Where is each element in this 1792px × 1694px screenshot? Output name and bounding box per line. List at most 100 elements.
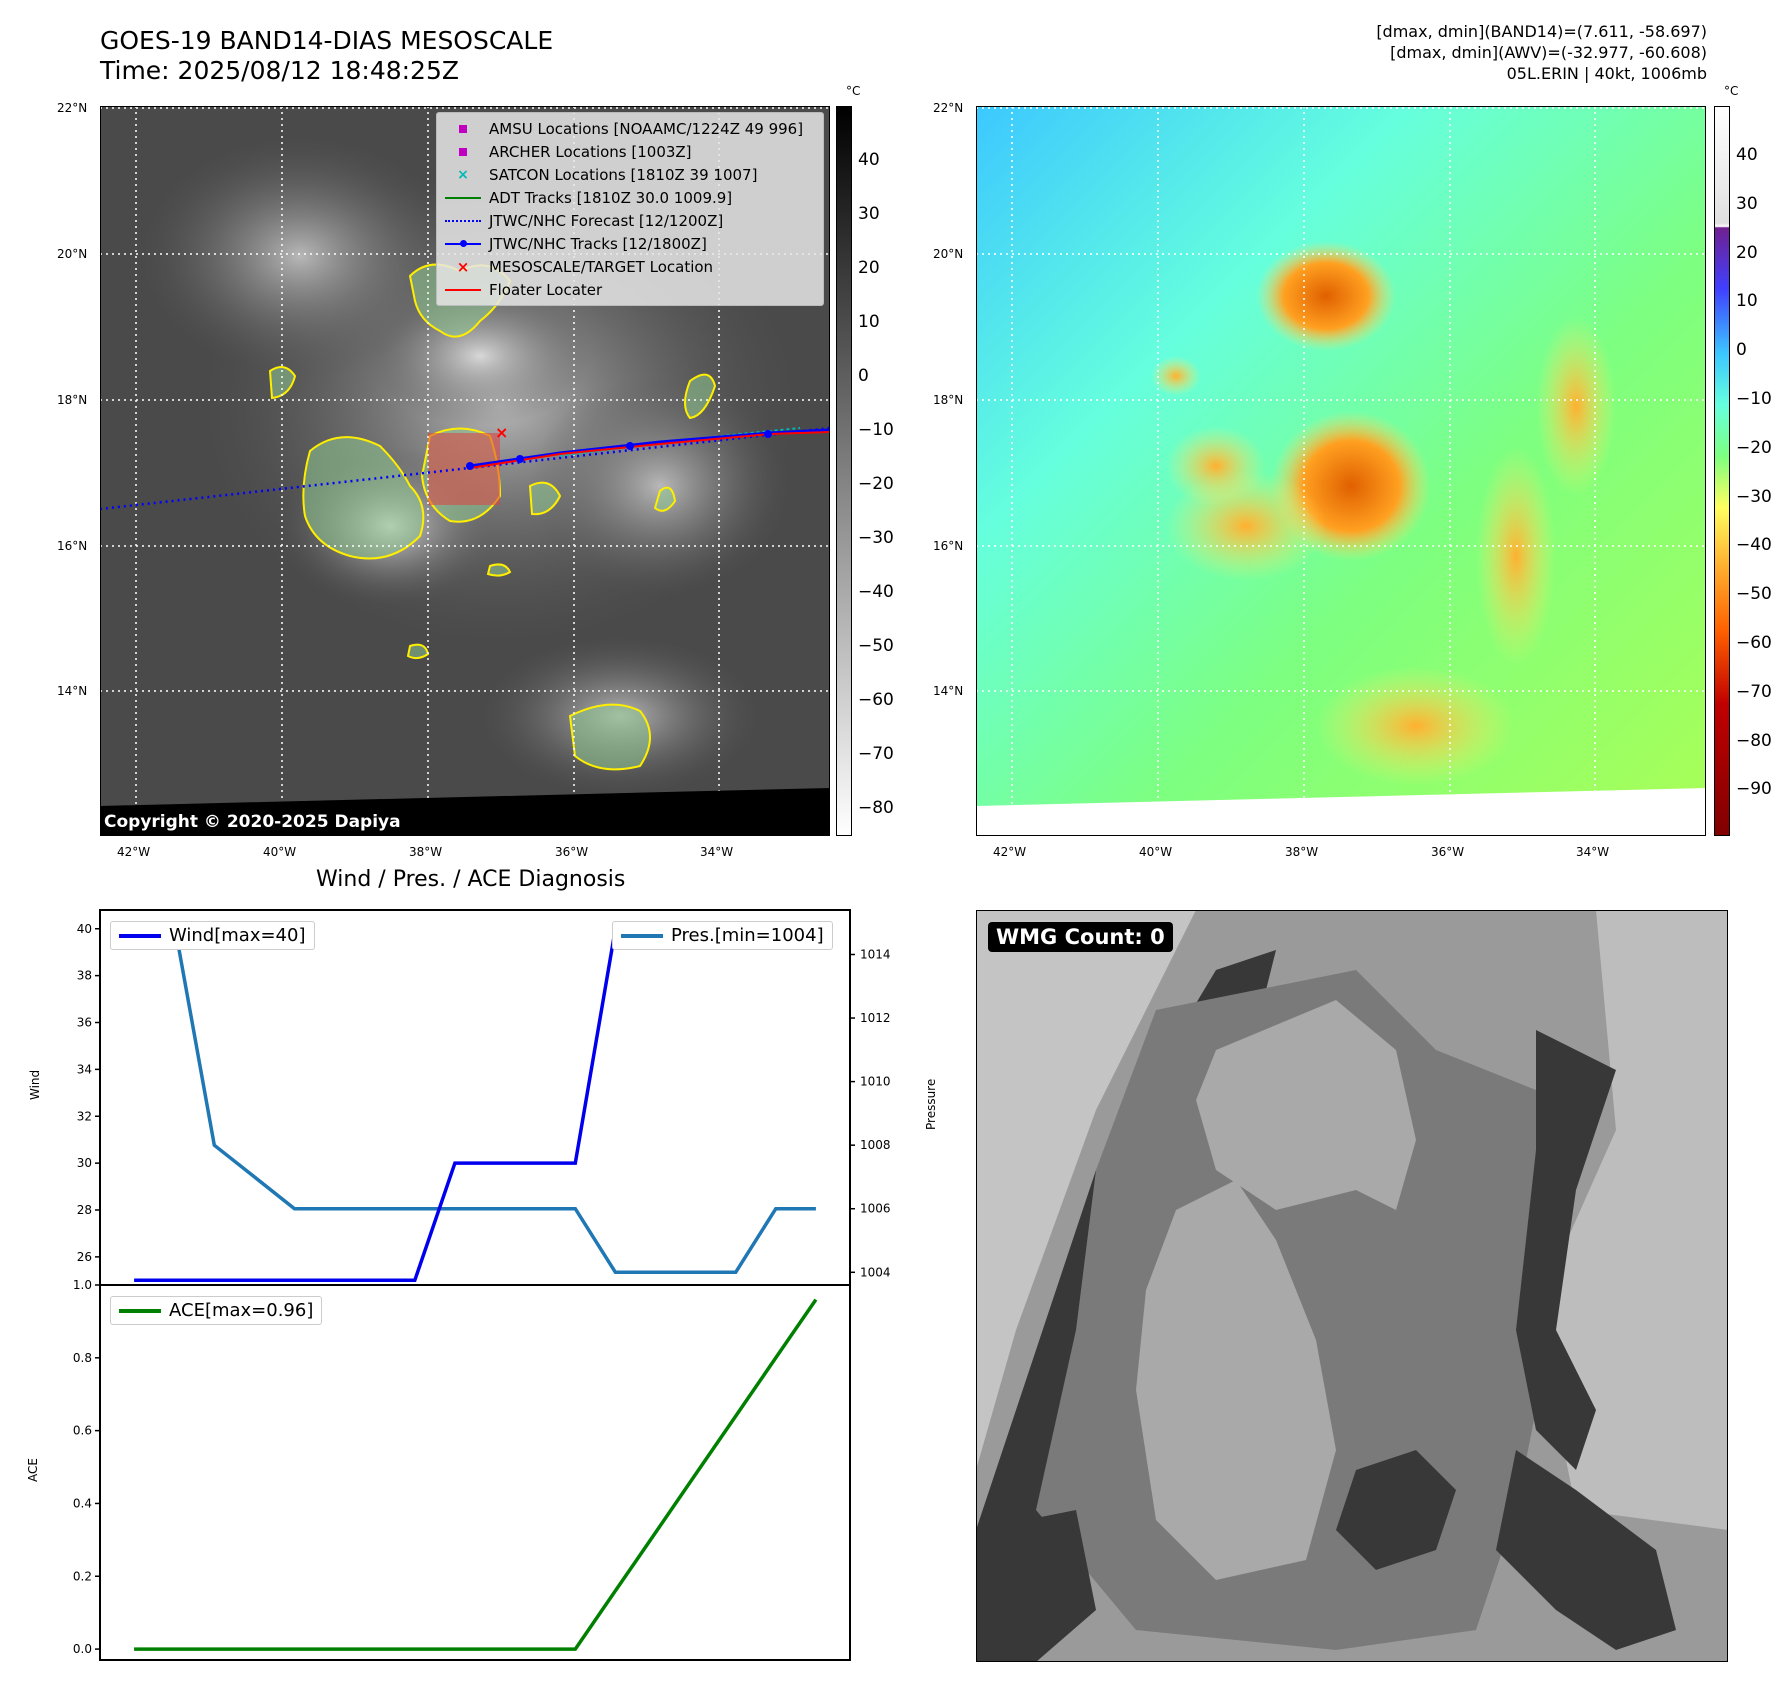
colorbar-tick-label: −80 (858, 798, 894, 818)
legend-forecast: JTWC/NHC Forecast [12/1200Z] (443, 209, 817, 232)
axis-tick-label: 1006 (860, 1202, 891, 1216)
colorbar-tick-label: −80 (1736, 730, 1772, 751)
legend-tracks: JTWC/NHC Tracks [12/1800Z] (443, 232, 817, 255)
colorbar-tick-label: −10 (858, 420, 894, 440)
lat-label: 14°N (933, 684, 964, 698)
lon-label: 42°W (993, 845, 1027, 859)
colorbar-tick-label: 30 (858, 204, 880, 224)
figure-title: GOES-19 BAND14-DIAS MESOSCALE (100, 26, 554, 55)
legend-satcon: × SATCON Locations [1810Z 39 1007] (457, 165, 758, 184)
axis-tick-label: 30 (77, 1156, 92, 1170)
lon-label: 34°W (700, 845, 734, 859)
ace-axes (99, 1284, 851, 1661)
axis-tick-label: 1010 (860, 1075, 891, 1089)
colorbar-tick-label: −90 (1736, 779, 1772, 800)
pressure-series-line (134, 920, 816, 1275)
axis-tick-label: 0.8 (73, 1351, 92, 1365)
axis-tick-label: 1008 (860, 1138, 891, 1152)
axis-tick-label: 28 (77, 1203, 92, 1217)
figure-time: Time: 2025/08/12 18:48:25Z (100, 56, 459, 85)
colorbar-tick-label: 0 (858, 366, 869, 386)
axis-tick-label: 38 (77, 969, 92, 983)
lat-label: 14°N (57, 684, 88, 698)
ace-axis-label: ACE (26, 1458, 40, 1482)
lat-label: 16°N (57, 539, 88, 553)
lat-label: 20°N (933, 247, 964, 261)
wind-legend: Wind[max=40] (110, 921, 315, 950)
colorbar-tick-label: 20 (858, 258, 880, 278)
lat-label: 22°N (57, 101, 88, 115)
lon-label: 38°W (409, 845, 443, 859)
axis-tick-label: 1014 (860, 947, 891, 961)
lat-label: 16°N (933, 539, 964, 553)
info-awv: [dmax, dmin](AWV)=(-32.977, -60.608) (1390, 43, 1707, 62)
lon-label: 42°W (117, 845, 151, 859)
axis-tick-label: 1012 (860, 1011, 891, 1025)
colorbar-tick-label: −70 (1736, 681, 1772, 702)
pressure-legend: Pres.[min=1004] (612, 921, 833, 950)
axis-tick-label: 1.0 (73, 1278, 92, 1292)
copyright-label: Copyright © 2020-2025 Dapiya (100, 810, 405, 834)
awv-map-panel (976, 106, 1706, 836)
wind-pressure-axes (99, 909, 851, 1286)
colorbar-tick-label: −30 (858, 528, 894, 548)
lat-label: 20°N (57, 247, 88, 261)
lon-label: 36°W (1431, 845, 1465, 859)
lon-label: 38°W (1285, 845, 1319, 859)
colorbar-ir (836, 106, 852, 836)
wmg-panel (976, 910, 1728, 1662)
colorbar-tick-label: −20 (858, 474, 894, 494)
diagnosis-chart: 40 38 36 34 32 30 28 26 1014 1012 1010 1008 1006 100… (73, 909, 891, 1661)
diagnosis-title: Wind / Pres. / ACE Diagnosis (316, 867, 626, 892)
colorbar-tick-label: 40 (1736, 145, 1758, 165)
pressure-axis-label: Pressure (924, 1078, 938, 1130)
axis-tick-label: 0.4 (73, 1496, 92, 1510)
colorbar-tick-label: −40 (1736, 535, 1772, 556)
svg-text:×: × (495, 423, 508, 442)
info-band14: [dmax, dmin](BAND14)=(7.611, -58.697) (1376, 22, 1707, 41)
colorbar-awv (1714, 106, 1730, 836)
axis-tick-label: 40 (77, 922, 92, 936)
colorbar-tick-label: 0 (1736, 340, 1747, 361)
lon-label: 34°W (1576, 845, 1610, 859)
colorbar-tick-label: −40 (858, 582, 894, 602)
ace-series-line (134, 1298, 818, 1651)
lat-label: 18°N (933, 393, 964, 407)
lat-label: 18°N (57, 393, 88, 407)
axis-tick-label: 0.6 (73, 1424, 92, 1438)
wind-axis-label: Wind (28, 1069, 42, 1100)
colorbar-tick-label: −60 (1736, 633, 1772, 653)
lon-label: 40°W (263, 845, 297, 859)
axis-tick-label: 26 (77, 1250, 92, 1264)
axis-tick-label: 34 (77, 1062, 92, 1076)
colorbar-tick-label: 30 (1736, 193, 1758, 214)
axis-tick-label: 0.2 (73, 1569, 92, 1583)
legend-archer: ARCHER Locations [1003Z] (443, 140, 817, 163)
axis-tick-label: 0.0 (73, 1642, 92, 1656)
colorbar-tick-label: −70 (858, 744, 894, 764)
axis-tick-label: 36 (77, 1016, 92, 1030)
legend-target: × MESOSCALE/TARGET Location (456, 257, 714, 276)
lon-label: 40°W (1139, 845, 1173, 859)
colorbar-tick-label: −30 (1736, 486, 1772, 507)
axis-tick-label: 1004 (860, 1265, 891, 1279)
colorbar-tick-label: −10 (1736, 389, 1772, 409)
legend-amsu: AMSU Locations [NOAAMC/1224Z 49 996] (443, 117, 817, 140)
colorbar-tick-label: 20 (1736, 242, 1758, 263)
lon-label: 36°W (555, 845, 589, 859)
colorbar-tick-label: −50 (1736, 584, 1772, 605)
lat-label: 22°N (933, 101, 964, 115)
colorbar-tick-label: −50 (858, 636, 894, 656)
ace-legend: ACE[max=0.96] (110, 1296, 323, 1325)
axis-tick-label: 32 (77, 1109, 92, 1123)
legend-floater: Floater Locater (443, 278, 817, 301)
info-storm: 05L.ERIN | 40kt, 1006mb (1506, 64, 1707, 83)
legend-adt: ADT Tracks [1810Z 30.0 1009.9] (443, 186, 817, 209)
colorbar-tick-label: −20 (1736, 437, 1772, 458)
map-legend: AMSU Locations [NOAAMC/1224Z 49 996] ARC… (436, 112, 824, 306)
colorbar-ir-unit: °C (846, 84, 861, 98)
colorbar-tick-label: 40 (858, 150, 880, 170)
colorbar-awv-unit: °C (1724, 84, 1739, 98)
colorbar-tick-label: 10 (1736, 291, 1758, 312)
colorbar-tick-label: −60 (858, 690, 894, 710)
